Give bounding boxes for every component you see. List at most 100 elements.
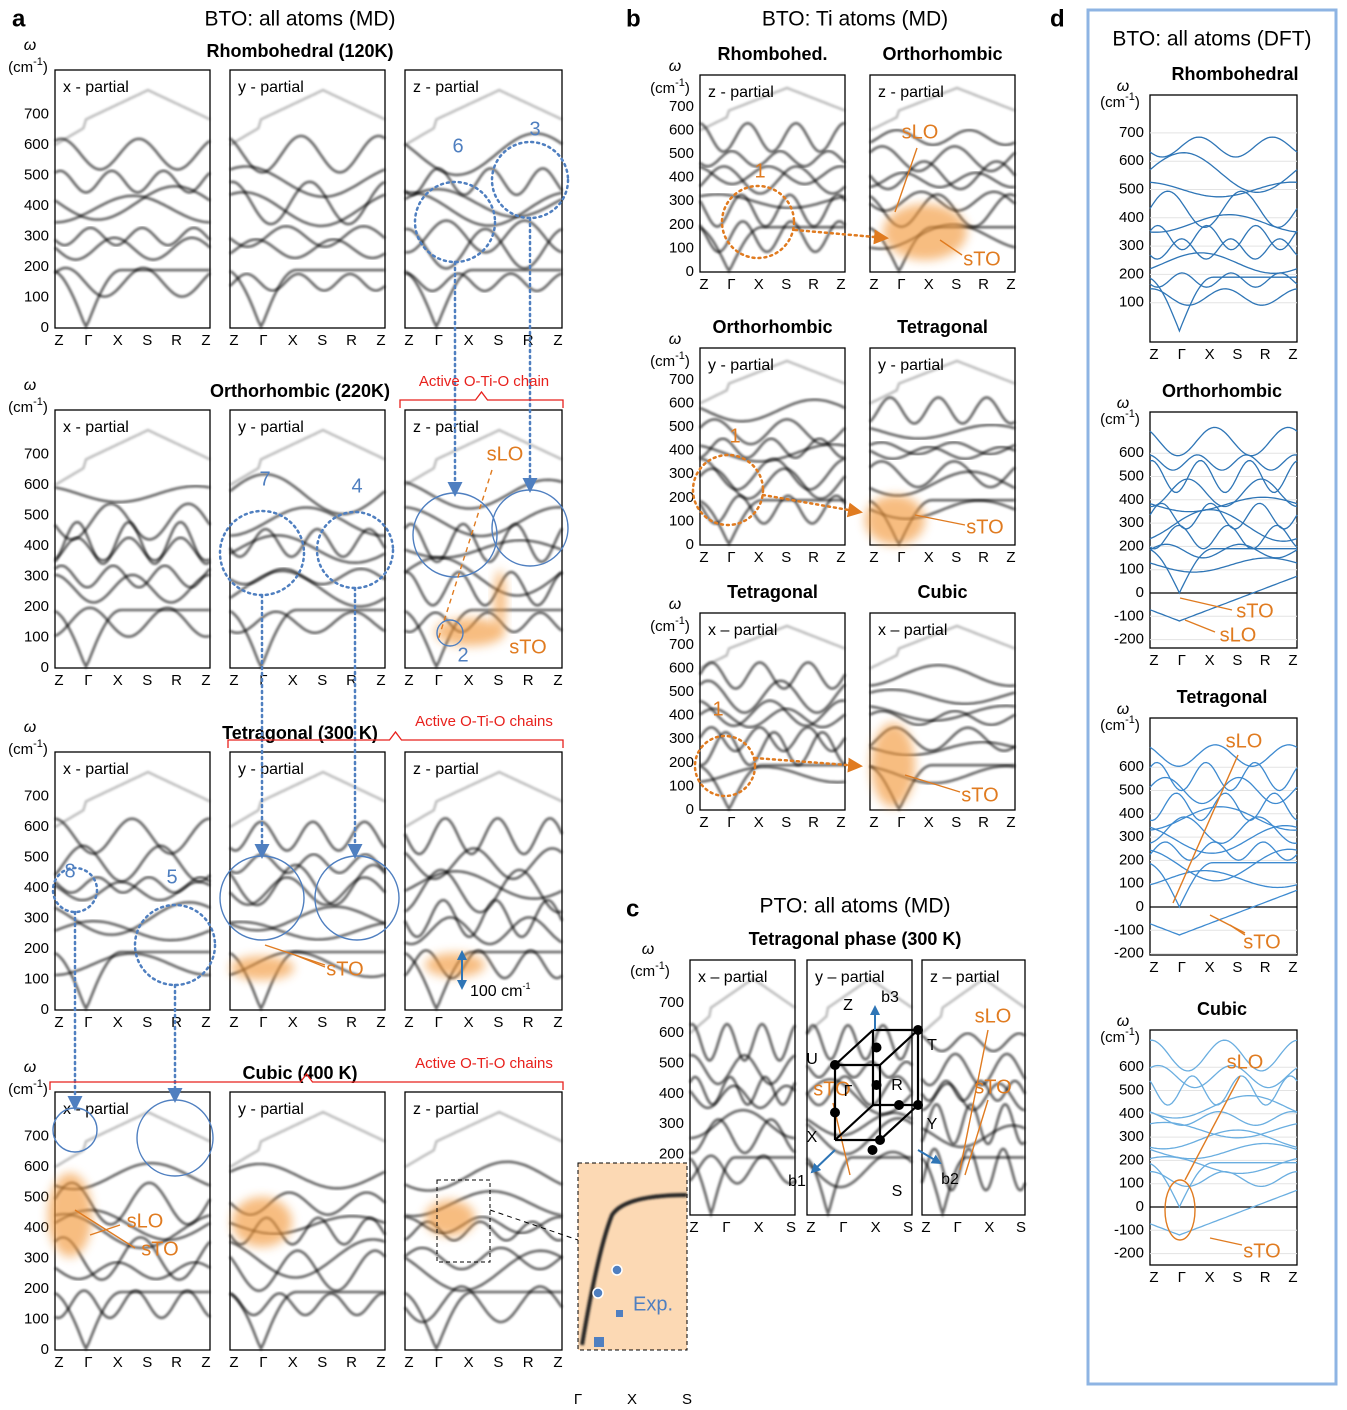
y-tick-label: 300 [24, 1249, 49, 1266]
x-tick-label: S [1232, 1269, 1242, 1286]
x-tick-label: R [523, 1354, 534, 1371]
y-tick-label: 100 [1119, 875, 1144, 892]
unit-text: ) [1135, 411, 1140, 428]
x-tick-label: Z [553, 332, 562, 349]
y-tick-label: 600 [1119, 1058, 1144, 1075]
y-tick-label: 600 [669, 659, 694, 676]
y-tick-label: 400 [24, 537, 49, 554]
x-tick-label: X [871, 1219, 881, 1236]
x-tick-label: Γ [722, 1219, 730, 1236]
y-tick-label: 100 [24, 288, 49, 305]
exp-point [612, 1265, 622, 1275]
y-tick-label: 300 [1119, 237, 1144, 254]
y-tick-label: 400 [1119, 491, 1144, 508]
y-tick-label: 600 [24, 818, 49, 835]
y-tick-label: 0 [1136, 1198, 1144, 1215]
x-tick-label: Γ [954, 1219, 962, 1236]
y-tick-label: 0 [1136, 898, 1144, 915]
y-tick-label: 0 [686, 263, 694, 280]
x-tick-label: R [346, 332, 357, 349]
bz-point [872, 1080, 882, 1090]
plot-label: x - partial [63, 419, 129, 436]
x-tick-label: Z [689, 1219, 698, 1236]
bz-point [913, 1025, 923, 1035]
x-tick-label: Z [201, 1354, 210, 1371]
soft-mode-intensity [871, 723, 915, 807]
y-tick-label: 400 [24, 197, 49, 214]
y-tick-label: 400 [659, 1085, 684, 1102]
x-tick-label: X [627, 1391, 637, 1408]
x-tick-label: X [1205, 346, 1215, 363]
x-tick-label: Z [54, 1354, 63, 1371]
y-tick-label: 200 [659, 1145, 684, 1162]
x-tick-label: R [978, 549, 989, 566]
unit-text: (cm [8, 59, 33, 76]
y-tick-label: 0 [41, 1001, 49, 1018]
x-tick-label: Z [1149, 959, 1158, 976]
unit-sup: -1 [675, 615, 685, 627]
x-tick-label: Z [699, 814, 708, 831]
x-tick-label: S [903, 1219, 913, 1236]
x-tick-label: S [951, 549, 961, 566]
x-tick-label: S [1232, 959, 1242, 976]
circle-number: 1 [754, 160, 765, 182]
panel-title: PTO: all atoms (MD) [760, 895, 951, 918]
x-tick-label: Z [699, 549, 708, 566]
x-tick-label: R [523, 332, 534, 349]
x-tick-label: X [984, 1219, 994, 1236]
x-tick-label: Z [1288, 652, 1297, 669]
circle-number: 2 [457, 644, 468, 666]
x-tick-label: Γ [727, 276, 735, 293]
x-tick-label: S [951, 276, 961, 293]
soft-mode-intensity [865, 495, 925, 545]
x-tick-label: Z [1006, 814, 1015, 831]
x-tick-label: Z [54, 1014, 63, 1031]
soft-mode-intensity [425, 1200, 475, 1236]
row-title: Orthorhombic [713, 317, 833, 337]
y-tick-label: 300 [1119, 1128, 1144, 1145]
x-tick-label: Z [376, 332, 385, 349]
bz-point [894, 1100, 904, 1110]
x-tick-label: Z [1149, 1269, 1158, 1286]
row-title: Orthorhombic (220K) [210, 381, 390, 401]
y-tick-label: 500 [669, 683, 694, 700]
unit-text: ) [43, 1081, 48, 1098]
x-tick-label: R [171, 1014, 182, 1031]
exp-point [593, 1288, 603, 1298]
y-tick-label: 700 [24, 787, 49, 804]
x-tick-label: Γ [574, 1391, 582, 1408]
plot-label: x - partial [63, 79, 129, 96]
x-tick-label: Z [376, 672, 385, 689]
x-tick-label: Z [404, 672, 413, 689]
x-tick-label: X [1205, 1269, 1215, 1286]
y-tick-label: 100 [669, 777, 694, 794]
unit-text: (cm [630, 963, 655, 980]
y-axis-label: ω [24, 1059, 36, 1076]
x-tick-label: R [808, 814, 819, 831]
y-tick-label: 600 [24, 136, 49, 153]
annotation-label: sTO [961, 784, 998, 806]
x-tick-label: Z [836, 549, 845, 566]
y-tick-label: 500 [24, 506, 49, 523]
soft-mode-intensity [425, 953, 485, 977]
unit-text: ) [1135, 94, 1140, 111]
unit-text: (cm [8, 1081, 33, 1098]
y-tick-label: 200 [24, 940, 49, 957]
bz-point [830, 1108, 840, 1118]
row-title: Orthorhombic [1162, 381, 1282, 401]
x-tick-label: R [346, 1014, 357, 1031]
y-axis-unit: (cm-1) [650, 350, 690, 370]
y-tick-label: 500 [24, 1188, 49, 1205]
plot-label: z - partial [878, 84, 944, 101]
panel-label: c [626, 895, 639, 922]
row-title: Tetragonal [727, 582, 818, 602]
y-tick-label: 300 [669, 465, 694, 482]
x-tick-label: Z [1006, 276, 1015, 293]
y-tick-label: 200 [1119, 265, 1144, 282]
y-tick-label: 600 [659, 1024, 684, 1041]
x-tick-label: Γ [259, 332, 267, 349]
x-tick-label: Γ [435, 332, 443, 349]
row-title: Tetragonal [1177, 687, 1268, 707]
x-tick-label: R [978, 814, 989, 831]
x-tick-label: Γ [1178, 346, 1186, 363]
